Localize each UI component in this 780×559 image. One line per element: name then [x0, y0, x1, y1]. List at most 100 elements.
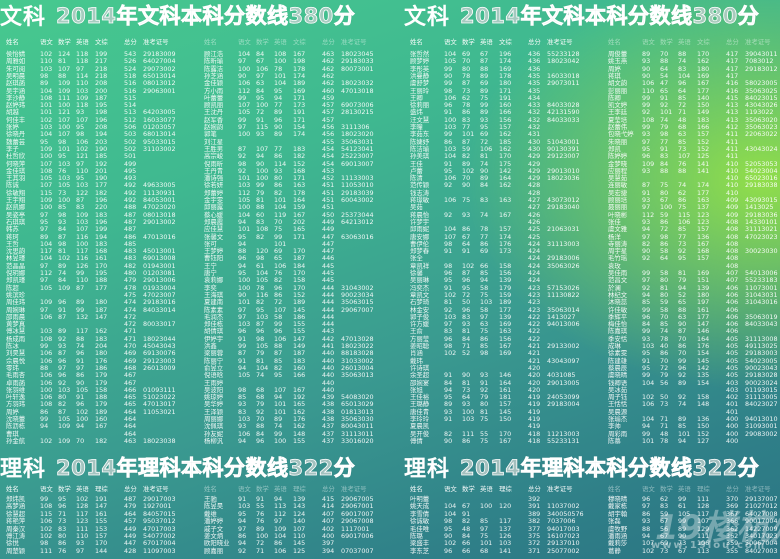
cell: 196 [499, 50, 512, 58]
cell: 100 [58, 196, 71, 204]
cell: 徐馨 [410, 269, 423, 277]
cell: 48 [462, 524, 471, 533]
cell: 29183036 [745, 210, 778, 219]
cell: 84 [58, 276, 67, 285]
cell: 92 [678, 247, 687, 256]
cell: 150 [697, 101, 710, 110]
cell: 158 [95, 385, 108, 394]
cell: 166 [697, 123, 710, 131]
column-header: 准考证号 [341, 38, 367, 46]
cell: 103 [238, 415, 251, 423]
cell: 徐悦 [6, 539, 19, 548]
cell: 95033015 [143, 137, 176, 146]
cell: 93 [642, 217, 651, 226]
cell: 98 [58, 137, 67, 146]
cell: 89 [256, 524, 265, 533]
cell: 90 [238, 290, 247, 299]
cell: 68 [256, 393, 265, 402]
cell: 周宇星 [608, 247, 628, 256]
cell: 虞文雅 [608, 225, 628, 234]
cell: 林昱瑾 [6, 254, 26, 263]
cell: 80 [462, 64, 471, 73]
cell: 84023015 [745, 93, 778, 102]
cell: 492 [124, 196, 137, 204]
cell: 100 [76, 415, 89, 423]
column-header: 准考证号 [547, 38, 573, 46]
cell: 63 [480, 320, 489, 329]
cell: 梁盛丰 [410, 539, 430, 548]
cell: 31043002 [341, 283, 374, 292]
column-header: 文综 [293, 38, 306, 46]
cell: 47017003 [143, 524, 176, 533]
cell: 89 [76, 298, 85, 307]
cell: 104 [238, 50, 251, 58]
cell: 98 [256, 254, 265, 263]
cell: 陈诚 [6, 181, 19, 190]
cell: 夏建南 [204, 298, 224, 307]
cell: 顾梦婷 [410, 57, 430, 66]
cell: 65023016 [745, 174, 778, 183]
cell: 55 [256, 502, 265, 511]
cell: 108 [274, 50, 287, 58]
cell: 胡文韵 [608, 79, 628, 88]
cell: 84 [256, 429, 265, 438]
cell: 177 [95, 283, 108, 292]
cell: 93 [58, 342, 67, 350]
cell: 449 [322, 225, 335, 234]
cell: 84 [462, 334, 471, 343]
cell: 93 [642, 196, 651, 204]
cell: 21027012 [745, 502, 778, 511]
cell: 103 [40, 123, 53, 131]
cell: 106 [444, 196, 457, 204]
cell: 187 [293, 349, 306, 358]
cell: 435 [528, 86, 541, 95]
cell: 442 [322, 334, 335, 343]
cell: 101 [274, 400, 287, 409]
cell: 428 [528, 188, 541, 197]
cell: 164 [499, 174, 512, 183]
cell: 29183039 [341, 188, 374, 197]
cell: 543 [124, 50, 137, 58]
cell: 95 [58, 152, 67, 161]
cell: 55233183 [745, 276, 778, 285]
cell: 107 [274, 305, 287, 314]
cell: 99 [678, 356, 687, 365]
cell: 85 [660, 320, 669, 329]
cell: 75 [480, 327, 489, 336]
cell: 194 [95, 232, 108, 241]
cell: 75 [480, 436, 489, 445]
cell: 101 [274, 239, 287, 248]
cell: 97 [40, 305, 49, 314]
cell: 80 [274, 174, 283, 183]
cell: 77 [678, 232, 687, 241]
cell: 94 [678, 283, 687, 292]
cell: 99 [678, 495, 687, 503]
cell: 84057015 [143, 509, 176, 518]
cell: 应丽程 [608, 166, 628, 175]
cell: 101 [238, 225, 251, 234]
cell: 95 [444, 524, 453, 533]
cell: 01203081 [143, 269, 176, 277]
cell: 179 [499, 283, 512, 292]
cell: 99 [238, 115, 247, 124]
cell: 100 [256, 166, 269, 175]
cell: 150 [697, 422, 710, 431]
cell: 吴姿亭 [6, 210, 26, 219]
cell: 31033002 [341, 356, 374, 365]
cell: 80 [480, 400, 489, 409]
cell: 29183004 [547, 400, 580, 409]
cell: 83 [256, 217, 265, 226]
column-header: 理综 [95, 485, 108, 493]
cell: 482 [124, 261, 137, 270]
cell: 158 [697, 393, 710, 402]
cell: 485 [124, 239, 137, 248]
cell: 72 [480, 137, 489, 146]
cell: 70 [660, 312, 669, 321]
cell: 104 [444, 225, 457, 234]
cell: 70 [660, 50, 669, 58]
cell: 140 [293, 517, 306, 526]
cell: 100 [256, 532, 269, 540]
cell: 123 [697, 210, 710, 219]
cell: 400 [726, 429, 739, 438]
cell: 149 [697, 108, 710, 117]
